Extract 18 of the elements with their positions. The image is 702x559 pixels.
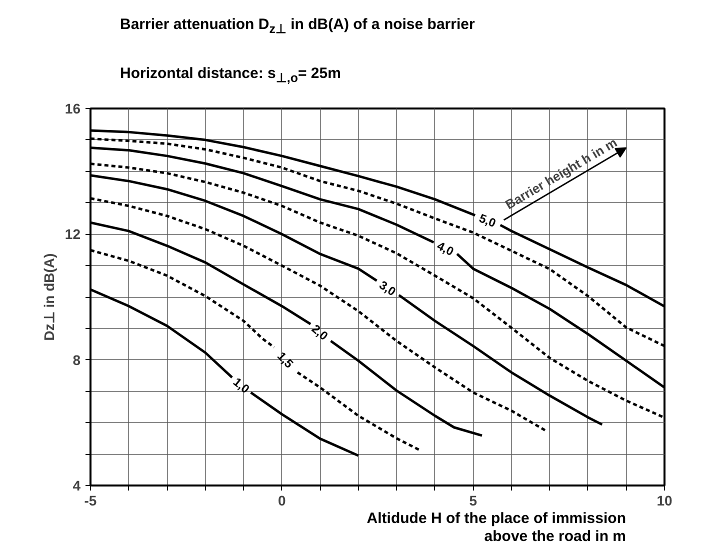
chart-subtitle: Horizontal distance: s$_{⊥,o}$= 25m xyxy=(120,64,342,87)
text: 2,0 xyxy=(308,322,331,344)
x-tick-label: 5 xyxy=(469,492,478,508)
y-tick-label: 12 xyxy=(64,226,81,242)
x-tick-label: 0 xyxy=(278,492,286,508)
y-axis-title: Dz⊥ in dB(A) xyxy=(40,253,57,341)
text: 1,5 xyxy=(274,349,296,372)
text: 5,0 xyxy=(477,211,498,230)
text: 3,0 xyxy=(376,278,399,299)
y-tick-label: 4 xyxy=(72,478,81,494)
x-tick-label: -5 xyxy=(84,492,97,508)
text: 4,0 xyxy=(434,238,456,259)
y-tick-label: 16 xyxy=(64,100,81,116)
y-tick-label: 8 xyxy=(72,352,81,368)
x-tick-label: 10 xyxy=(656,492,672,508)
chart-title: Barrier attenuation D$_{z⊥}$ in dB(A) of a noise barrier xyxy=(120,15,475,38)
text: 1,0 xyxy=(230,374,252,396)
x-axis-title: Altidude H of the place of immission above the road in m xyxy=(366,510,626,546)
